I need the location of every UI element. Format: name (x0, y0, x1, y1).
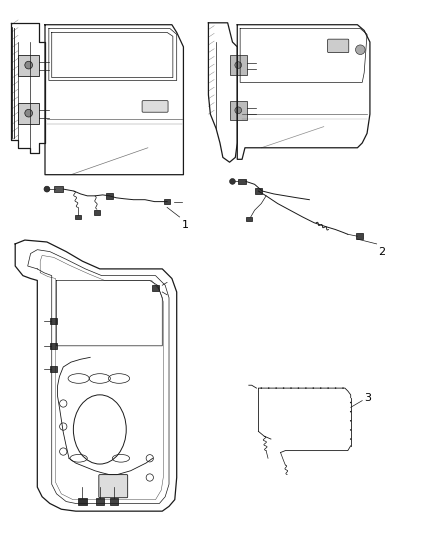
Circle shape (298, 387, 299, 389)
Bar (110, 498, 118, 505)
Bar (94, 210, 100, 215)
FancyBboxPatch shape (99, 474, 127, 498)
Circle shape (283, 387, 284, 389)
Circle shape (290, 387, 292, 389)
Circle shape (335, 387, 336, 389)
Circle shape (261, 387, 262, 389)
Text: 3: 3 (364, 393, 371, 403)
Bar (50, 343, 57, 349)
Bar (18, 54, 39, 76)
Bar (50, 318, 57, 324)
Circle shape (276, 387, 277, 389)
FancyBboxPatch shape (328, 39, 349, 53)
Bar (230, 101, 247, 120)
Circle shape (350, 402, 351, 403)
Circle shape (235, 62, 242, 68)
Bar (164, 199, 170, 205)
Circle shape (305, 387, 307, 389)
Bar (54, 185, 63, 192)
Circle shape (25, 109, 32, 117)
Circle shape (350, 429, 351, 431)
Circle shape (25, 61, 32, 69)
Bar (230, 55, 247, 75)
FancyBboxPatch shape (142, 101, 168, 112)
Bar (96, 498, 104, 505)
Bar (106, 193, 113, 199)
Circle shape (356, 45, 365, 54)
Bar (18, 102, 39, 124)
Bar (152, 285, 159, 292)
Circle shape (313, 387, 314, 389)
Circle shape (342, 387, 344, 389)
Circle shape (268, 387, 269, 389)
Bar (255, 188, 262, 194)
Text: 2: 2 (378, 247, 386, 257)
Text: 1: 1 (181, 220, 188, 230)
Bar (50, 366, 57, 372)
Circle shape (44, 186, 50, 192)
Circle shape (350, 420, 351, 422)
Circle shape (320, 387, 321, 389)
Circle shape (235, 107, 242, 114)
Circle shape (350, 438, 351, 440)
Bar (75, 215, 81, 220)
Bar (238, 179, 246, 184)
Circle shape (350, 411, 351, 413)
Circle shape (327, 387, 329, 389)
Bar (246, 216, 252, 221)
Bar (356, 233, 363, 239)
Circle shape (230, 179, 235, 184)
Bar (78, 498, 87, 505)
